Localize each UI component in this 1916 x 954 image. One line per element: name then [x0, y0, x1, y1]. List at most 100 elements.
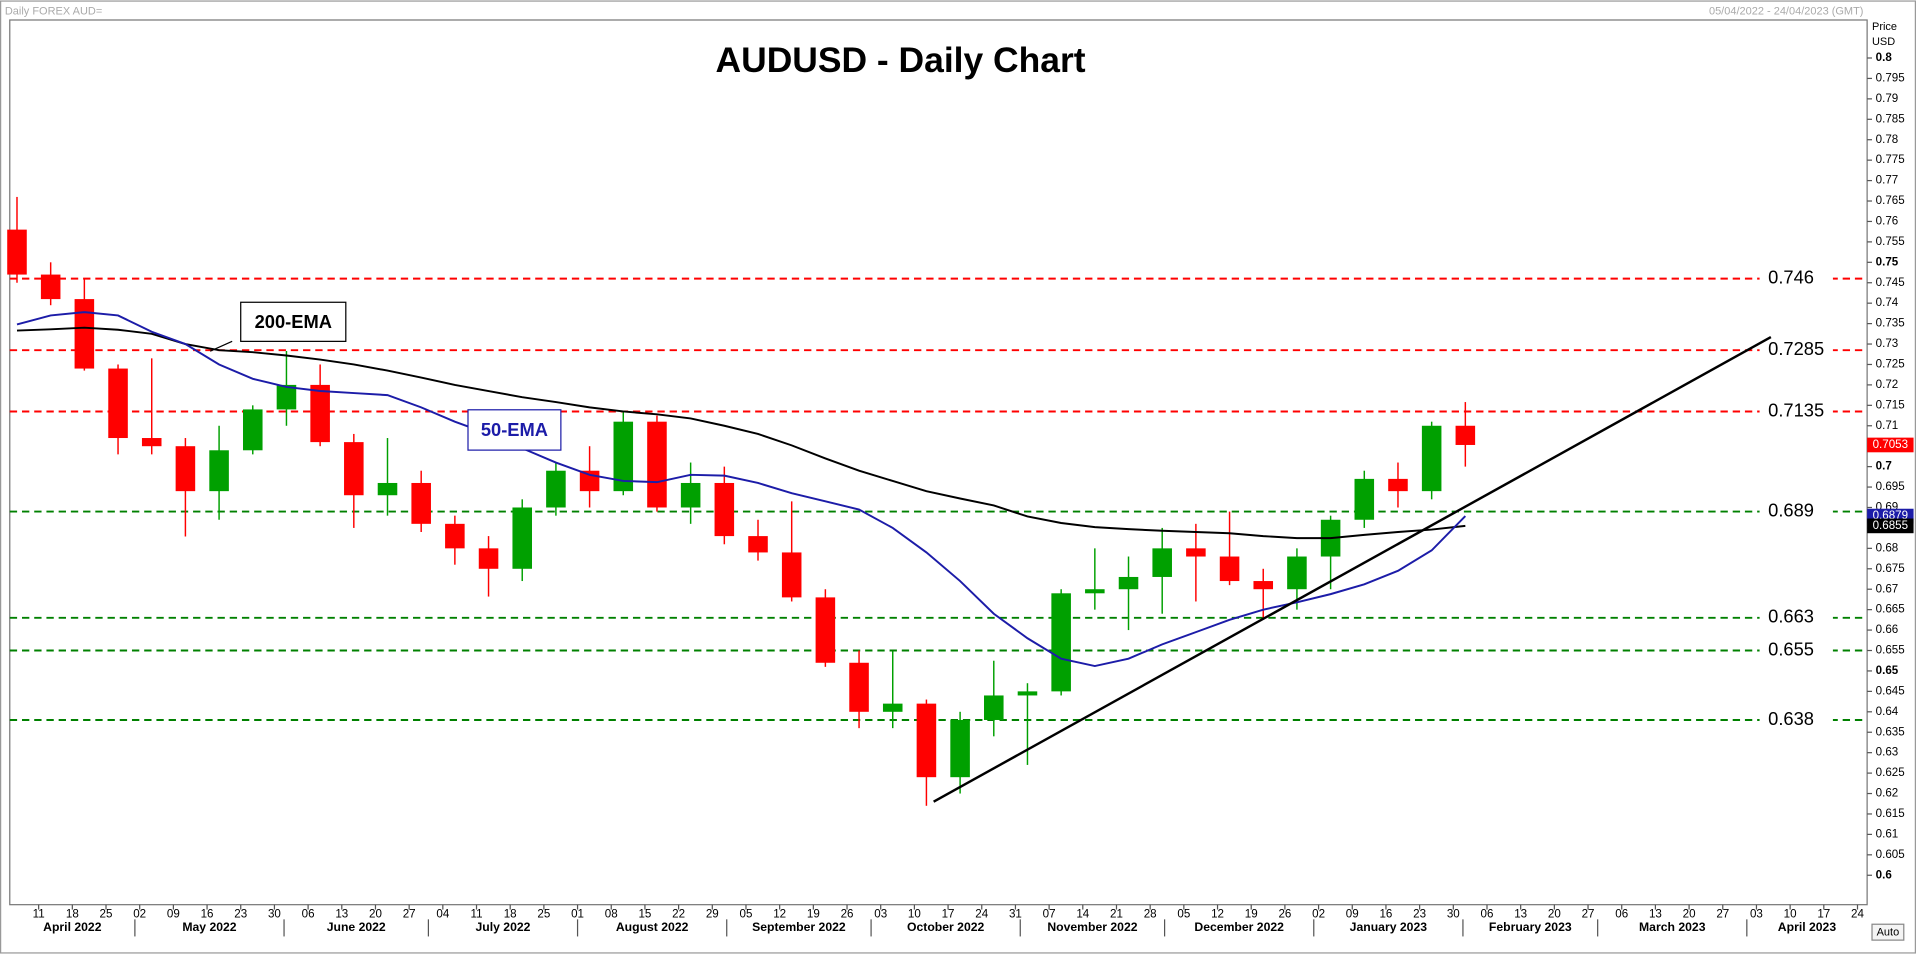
resistance-label: 0.746 [1768, 267, 1814, 288]
candle-body [175, 446, 196, 492]
x-tick-label: 20 [369, 908, 382, 921]
annotation-label: 50-EMA [481, 419, 548, 440]
resistance-label: 0.7285 [1768, 338, 1824, 359]
auto-button[interactable] [1871, 923, 1905, 941]
candle-body [478, 548, 499, 569]
auto-button-label[interactable]: Auto [1877, 927, 1900, 939]
candle-body [242, 409, 263, 451]
x-tick-label: 02 [133, 908, 146, 921]
candle-body [1354, 478, 1375, 520]
x-tick-label: 13 [1649, 908, 1662, 921]
last-value-tag [1867, 518, 1914, 534]
x-tick-label: 30 [268, 908, 281, 921]
candle-body [445, 523, 465, 549]
y-tick-label: 0.735 [1876, 317, 1905, 330]
level-label-bg [1759, 710, 1833, 730]
x-tick-label: 09 [167, 908, 180, 921]
x-tick-label: 13 [1514, 908, 1527, 921]
y-tick-label: 0.76 [1876, 215, 1899, 228]
x-tick-label: 24 [975, 908, 988, 921]
x-tick-label: 08 [605, 908, 618, 921]
candle-body [613, 421, 634, 492]
x-tick-label: 06 [302, 908, 315, 921]
x-tick-label: 07 [1043, 908, 1056, 921]
y-tick-label: 0.74 [1876, 296, 1899, 309]
x-tick-label: 12 [1211, 908, 1224, 921]
month-label: September 2022 [752, 920, 846, 934]
level-label-bg [1759, 268, 1833, 289]
x-tick-label: 22 [672, 908, 685, 921]
y-axis-label: Price [1872, 21, 1897, 33]
y-tick-label: 0.715 [1876, 398, 1905, 411]
y-tick-label: 0.675 [1876, 562, 1905, 575]
last-value-label: 0.6855 [1873, 519, 1908, 532]
candle-body [647, 421, 667, 508]
x-tick-label: 12 [773, 908, 786, 921]
x-tick-label: 14 [1076, 908, 1089, 921]
candle-body [74, 299, 95, 369]
y-tick-label: 0.615 [1876, 807, 1905, 820]
x-tick-label: 17 [942, 908, 955, 921]
x-tick-label: 24 [1851, 908, 1864, 921]
y-tick-label: 0.64 [1876, 705, 1899, 718]
y-tick-label: 0.67 [1876, 582, 1899, 595]
x-tick-label: 18 [504, 908, 517, 921]
y-tick-label: 0.6 [1876, 868, 1893, 881]
x-tick-label: 05 [1177, 908, 1190, 921]
y-tick-label: 0.625 [1876, 766, 1905, 779]
y-tick-label: 0.62 [1876, 787, 1899, 800]
y-axis-label: USD [1872, 36, 1895, 48]
y-tick-label: 0.795 [1876, 71, 1905, 84]
month-label: June 2022 [327, 920, 386, 934]
plot-area [9, 19, 1868, 906]
x-tick-label: 31 [1009, 908, 1022, 921]
candle-body [209, 450, 229, 492]
x-tick-label: 25 [100, 908, 113, 921]
month-label: November 2022 [1047, 920, 1137, 934]
y-tick-label: 0.785 [1876, 112, 1905, 125]
candle-body [714, 482, 735, 537]
x-tick-label: 15 [638, 908, 651, 921]
y-tick-label: 0.745 [1876, 276, 1905, 289]
y-tick-label: 0.7 [1876, 460, 1892, 473]
candle-body [7, 229, 27, 275]
x-tick-label: 17 [1817, 908, 1830, 921]
candle-body [512, 507, 533, 569]
candle-body [1388, 478, 1408, 492]
y-tick-label: 0.68 [1876, 541, 1899, 554]
x-tick-label: 10 [908, 908, 921, 921]
support-label: 0.655 [1768, 638, 1814, 659]
annotation-pointer [209, 340, 233, 352]
x-tick-label: 21 [1110, 908, 1123, 921]
candle-body [680, 482, 701, 508]
x-tick-label: 29 [706, 908, 719, 921]
x-tick-label: 19 [1245, 908, 1258, 921]
candle-body [1455, 425, 1476, 445]
y-tick-label: 0.755 [1876, 235, 1905, 248]
candle-body [1017, 691, 1038, 696]
candle-body [377, 482, 398, 496]
candle-body [141, 438, 162, 447]
level-label-bg [1759, 501, 1833, 522]
candle-body [815, 597, 836, 663]
candle-body [546, 470, 566, 508]
level-label-bg [1759, 640, 1833, 661]
ema-line [16, 311, 1467, 668]
x-tick-label: 05 [740, 908, 753, 921]
x-tick-label: 09 [1346, 908, 1359, 921]
x-tick-label: 16 [201, 908, 214, 921]
x-tick-label: 03 [1750, 908, 1763, 921]
x-tick-label: 18 [66, 908, 79, 921]
y-tick-label: 0.75 [1876, 255, 1899, 268]
y-tick-label: 0.78 [1876, 133, 1899, 146]
month-label: April 2023 [1778, 920, 1837, 934]
candle-body [748, 536, 768, 553]
y-tick-label: 0.695 [1876, 480, 1905, 493]
y-tick-label: 0.665 [1876, 603, 1905, 616]
y-tick-label: 0.8 [1876, 51, 1893, 64]
candle-body [849, 662, 869, 712]
y-tick-label: 0.725 [1876, 358, 1905, 371]
annotation-box [467, 409, 562, 451]
